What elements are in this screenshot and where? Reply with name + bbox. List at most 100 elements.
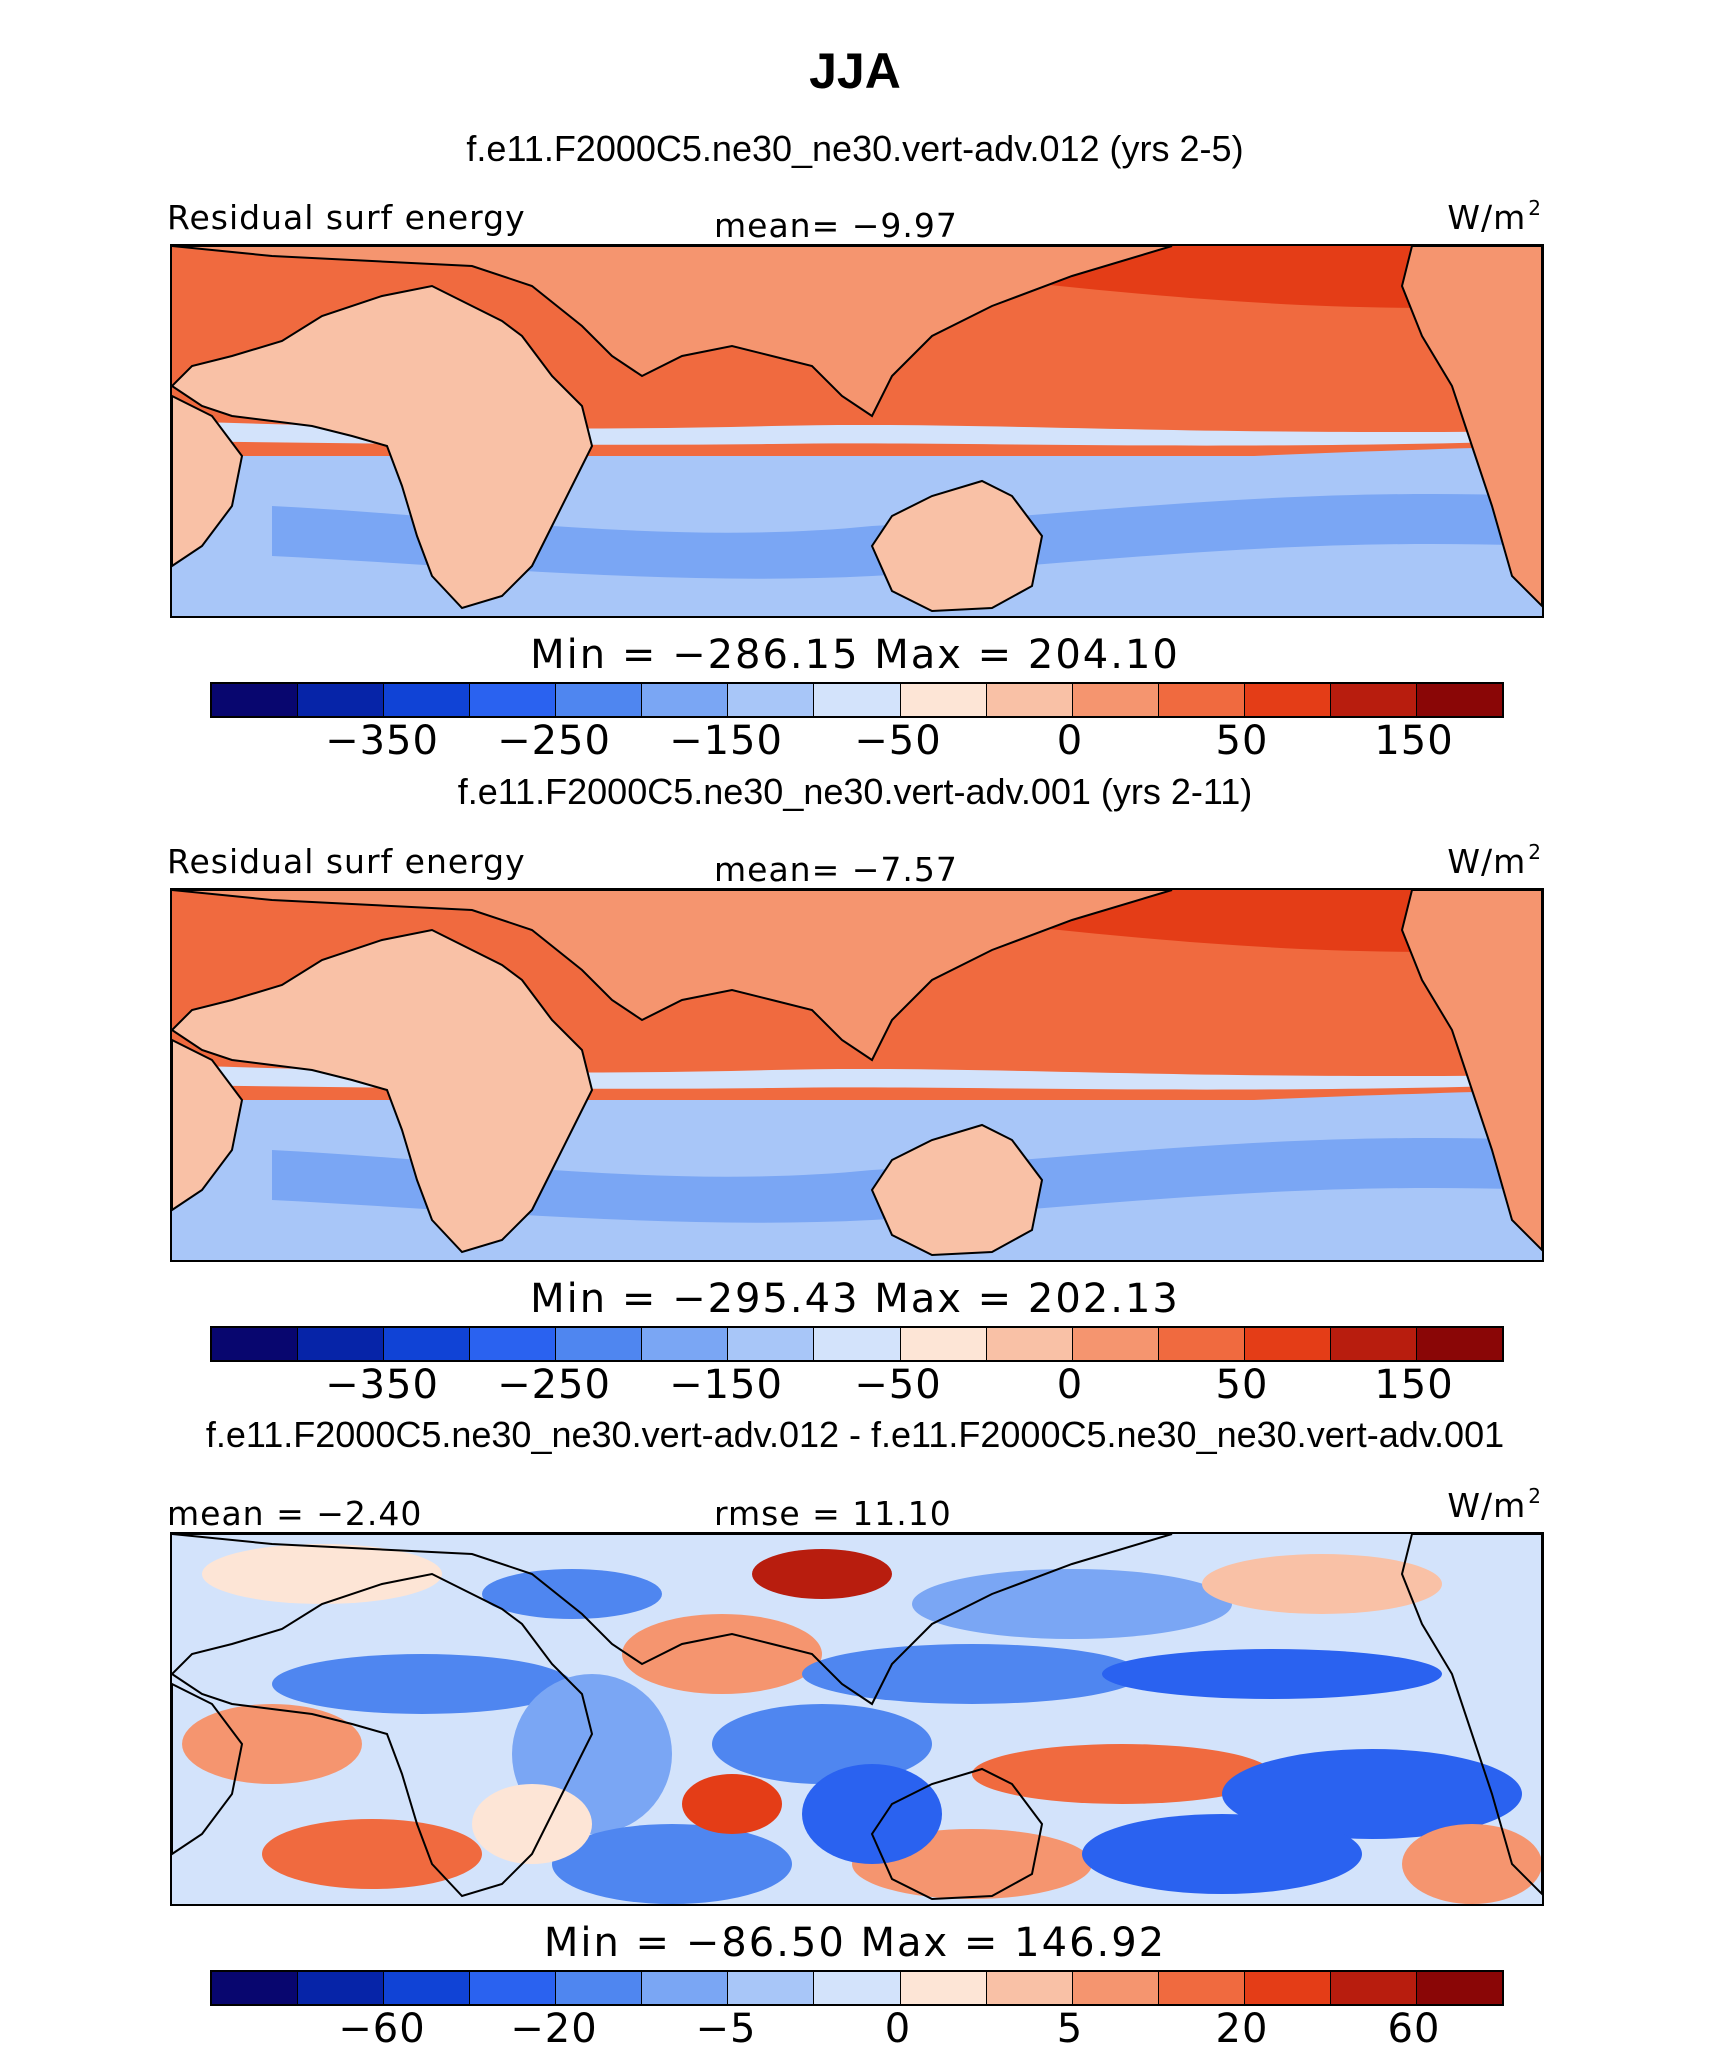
australia-outline	[870, 1123, 1044, 1257]
colorbar-swatch	[1244, 1328, 1331, 1360]
panel1-map	[170, 244, 1544, 618]
field-anomaly	[182, 1704, 362, 1784]
field-anomaly	[472, 1784, 592, 1864]
panel2-units-label: W/m 2	[1447, 840, 1542, 881]
colorbar-swatch	[556, 684, 643, 716]
field-anomaly	[912, 1569, 1232, 1639]
field-anomaly	[262, 1819, 482, 1889]
australia-outline	[870, 1767, 1044, 1901]
south-america-outline	[172, 1038, 244, 1212]
colorbar-tick-label: 60	[1387, 2006, 1441, 2052]
panel2-colorbar	[210, 1326, 1504, 1362]
colorbar-swatch	[900, 1328, 987, 1360]
colorbar-tick-label: 0	[1056, 718, 1084, 764]
colorbar-swatch	[212, 1328, 299, 1360]
colorbar-swatch	[212, 1972, 299, 2004]
colorbar-swatch	[1330, 1972, 1417, 2004]
colorbar-swatch	[900, 1972, 987, 2004]
panel3-colorbar	[210, 1970, 1504, 2006]
colorbar-tick-label: 150	[1374, 718, 1454, 764]
colorbar-swatch	[1158, 1972, 1245, 2004]
colorbar-swatch	[470, 684, 557, 716]
field-anomaly	[682, 1774, 782, 1834]
colorbar-swatch	[1072, 1972, 1159, 2004]
colorbar-swatch	[1072, 684, 1159, 716]
colorbar-swatch	[556, 1328, 643, 1360]
americas-outline	[1400, 1534, 1542, 1896]
field-warm-north	[172, 246, 1542, 308]
colorbar-swatch	[1158, 684, 1245, 716]
eurasia-outline	[172, 246, 1173, 418]
field-anomaly	[752, 1549, 892, 1599]
americas-outline	[1400, 890, 1542, 1252]
eurasia-outline	[172, 1534, 1173, 1706]
field-anomaly	[802, 1644, 1142, 1704]
colorbar-swatch	[1416, 1328, 1502, 1360]
panel3-rmse-label: rmse = 11.10	[714, 1494, 952, 1533]
colorbar-swatch	[1416, 684, 1502, 716]
panel3-minmax-label: Min = −86.50 Max = 146.92	[543, 1920, 1167, 1966]
africa-outline	[172, 1572, 594, 1898]
colorbar-swatch	[642, 1328, 729, 1360]
colorbar-tick-label: −50	[854, 1362, 942, 1408]
colorbar-tick-label: −150	[669, 1362, 783, 1408]
colorbar-swatch	[470, 1972, 557, 2004]
colorbar-swatch	[900, 684, 987, 716]
colorbar-swatch	[814, 1972, 901, 2004]
colorbar-swatch	[298, 1328, 385, 1360]
colorbar-swatch	[212, 684, 299, 716]
field-anomaly	[622, 1614, 822, 1694]
colorbar-swatch	[384, 1328, 471, 1360]
field-anomaly	[802, 1764, 942, 1864]
colorbar-tick-label: −50	[854, 718, 942, 764]
colorbar-tick-label: −5	[695, 2006, 757, 2052]
colorbar-tick-label: 50	[1215, 1362, 1269, 1408]
colorbar-tick-label: −20	[510, 2006, 598, 2052]
colorbar-tick-label: 5	[1056, 2006, 1084, 2052]
colorbar-swatch	[384, 1972, 471, 2004]
field-anomaly	[972, 1744, 1272, 1804]
colorbar-tick-label: −60	[338, 2006, 426, 2052]
colorbar-swatch	[298, 684, 385, 716]
panel3-map	[170, 1532, 1544, 1906]
panel2-map	[170, 888, 1544, 1262]
field-anomaly	[1402, 1824, 1542, 1904]
south-america-outline	[172, 394, 244, 568]
colorbar-tick-label: 0	[1056, 1362, 1084, 1408]
colorbar-tick-label: −350	[325, 718, 439, 764]
colorbar-swatch	[384, 684, 471, 716]
panel2-subtitle: f.e11.F2000C5.ne30_ne30.vert-adv.001 (yr…	[457, 771, 1253, 812]
south-america-outline	[172, 1682, 244, 1856]
panel1-subtitle: f.e11.F2000C5.ne30_ne30.vert-adv.012 (yr…	[466, 128, 1244, 169]
africa-outline	[172, 928, 594, 1254]
colorbar-tick-label: −150	[669, 718, 783, 764]
field-anomaly	[482, 1569, 662, 1619]
colorbar-tick-label: 20	[1215, 2006, 1269, 2052]
colorbar-swatch	[470, 1328, 557, 1360]
panel3-subtitle: f.e11.F2000C5.ne30_ne30.vert-adv.012 - f…	[205, 1414, 1505, 1455]
field-anomaly	[202, 1544, 442, 1604]
colorbar-swatch	[728, 684, 815, 716]
colorbar-swatch	[814, 1328, 901, 1360]
colorbar-tick-label: −350	[325, 1362, 439, 1408]
field-anomaly	[712, 1704, 932, 1784]
americas-outline	[1400, 246, 1542, 608]
field-anomaly	[1202, 1554, 1442, 1614]
colorbar-swatch	[298, 1972, 385, 2004]
panel2-variable-label: Residual surf energy	[167, 842, 526, 881]
panel1-variable-label: Residual surf energy	[167, 198, 526, 237]
panel3-mean-label: mean = −2.40	[167, 1494, 423, 1533]
field-anomaly	[1222, 1749, 1522, 1839]
colorbar-tick-label: −250	[497, 718, 611, 764]
field-warm-north	[172, 890, 1542, 952]
colorbar-swatch	[986, 684, 1073, 716]
field-anomaly	[272, 1654, 572, 1714]
panel1-minmax-label: Min = −286.15 Max = 204.10	[530, 632, 1180, 678]
colorbar-swatch	[556, 1972, 643, 2004]
panel2-mean-label: mean= −7.57	[714, 850, 958, 889]
field-anomaly	[552, 1824, 792, 1904]
colorbar-swatch	[986, 1328, 1073, 1360]
colorbar-swatch	[814, 684, 901, 716]
colorbar-swatch	[1072, 1328, 1159, 1360]
eurasia-outline	[172, 890, 1173, 1062]
